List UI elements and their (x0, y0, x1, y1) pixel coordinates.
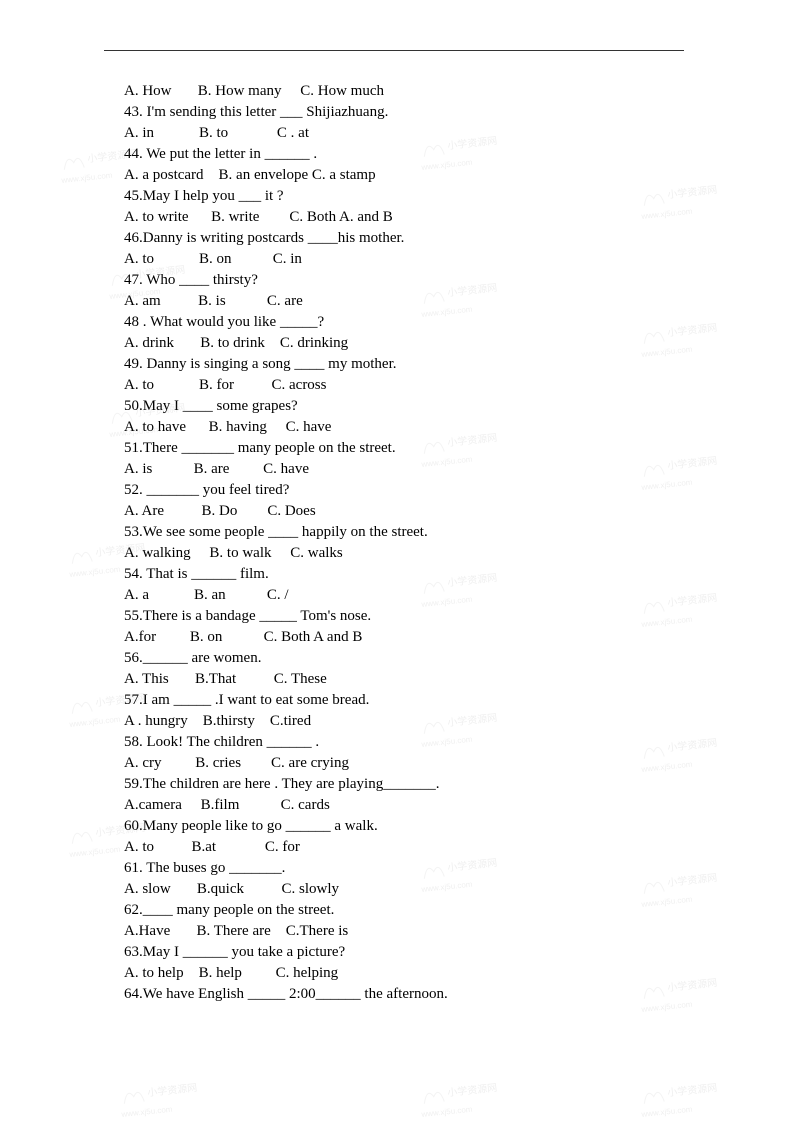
text-line: 54. That is ______ film. (124, 564, 700, 585)
watermark-icon: 小学资源网 www.xj5u.com (638, 1076, 719, 1120)
text-line: 59.The children are here . They are play… (124, 774, 700, 795)
watermark-text: 小学资源网 (447, 1083, 498, 1099)
text-line: A.for B. on C. Both A and B (124, 627, 700, 648)
text-line: 63.May I ______ you take a picture? (124, 942, 700, 963)
text-line: 52. _______ you feel tired? (124, 480, 700, 501)
text-line: A. drink B. to drink C. drinking (124, 333, 700, 354)
text-line: A. in B. to C . at (124, 123, 700, 144)
watermark-url: www.xj5u.com (421, 1105, 473, 1119)
top-horizontal-rule (104, 50, 684, 51)
text-line: 43. I'm sending this letter ___ Shijiazh… (124, 102, 700, 123)
text-line: 62.____ many people on the street. (124, 900, 700, 921)
text-line: A. Are B. Do C. Does (124, 501, 700, 522)
text-line: A. to help B. help C. helping (124, 963, 700, 984)
watermark-url: www.xj5u.com (121, 1105, 173, 1119)
text-line: 46.Danny is writing postcards ____his mo… (124, 228, 700, 249)
text-line: A.Have B. There are C.There is (124, 921, 700, 942)
text-line: 60.Many people like to go ______ a walk. (124, 816, 700, 837)
text-line: 58. Look! The children ______ . (124, 732, 700, 753)
text-line: A. to have B. having C. have (124, 417, 700, 438)
watermark-text: 小学资源网 (667, 1083, 718, 1099)
text-line: A.camera B.film C. cards (124, 795, 700, 816)
text-line: 50.May I ____ some grapes? (124, 396, 700, 417)
text-line: A. am B. is C. are (124, 291, 700, 312)
watermark-icon: 小学资源网 www.xj5u.com (418, 1076, 499, 1120)
text-line: A. slow B.quick C. slowly (124, 879, 700, 900)
text-line: A . hungry B.thirsty C.tired (124, 711, 700, 732)
text-line: 56.______ are women. (124, 648, 700, 669)
text-line: A. a B. an C. / (124, 585, 700, 606)
text-line: 57.I am _____ .I want to eat some bread. (124, 690, 700, 711)
text-line: 47. Who ____ thirsty? (124, 270, 700, 291)
text-line: 53.We see some people ____ happily on th… (124, 522, 700, 543)
text-line: 51.There _______ many people on the stre… (124, 438, 700, 459)
document-content: A. How B. How many C. How much43. I'm se… (124, 81, 700, 1005)
watermark-url: www.xj5u.com (641, 1105, 693, 1119)
text-line: 64.We have English _____ 2:00______ the … (124, 984, 700, 1005)
text-line: 49. Danny is singing a song ____ my moth… (124, 354, 700, 375)
text-line: A. This B.That C. These (124, 669, 700, 690)
text-line: A. cry B. cries C. are crying (124, 753, 700, 774)
text-line: A. to B.at C. for (124, 837, 700, 858)
text-line: 45.May I help you ___ it ? (124, 186, 700, 207)
text-line: 55.There is a bandage _____ Tom's nose. (124, 606, 700, 627)
document-page: A. How B. How many C. How much43. I'm se… (0, 0, 800, 1045)
text-line: A. to B. for C. across (124, 375, 700, 396)
text-line: 61. The buses go _______. (124, 858, 700, 879)
text-line: A. is B. are C. have (124, 459, 700, 480)
text-line: 48 . What would you like _____? (124, 312, 700, 333)
text-line: A. to B. on C. in (124, 249, 700, 270)
text-line: A. to write B. write C. Both A. and B (124, 207, 700, 228)
text-line: A. a postcard B. an envelope C. a stamp (124, 165, 700, 186)
text-line: A. How B. How many C. How much (124, 81, 700, 102)
watermark-text: 小学资源网 (147, 1083, 198, 1099)
text-line: A. walking B. to walk C. walks (124, 543, 700, 564)
watermark-icon: 小学资源网 www.xj5u.com (118, 1076, 199, 1120)
text-line: 44. We put the letter in ______ . (124, 144, 700, 165)
